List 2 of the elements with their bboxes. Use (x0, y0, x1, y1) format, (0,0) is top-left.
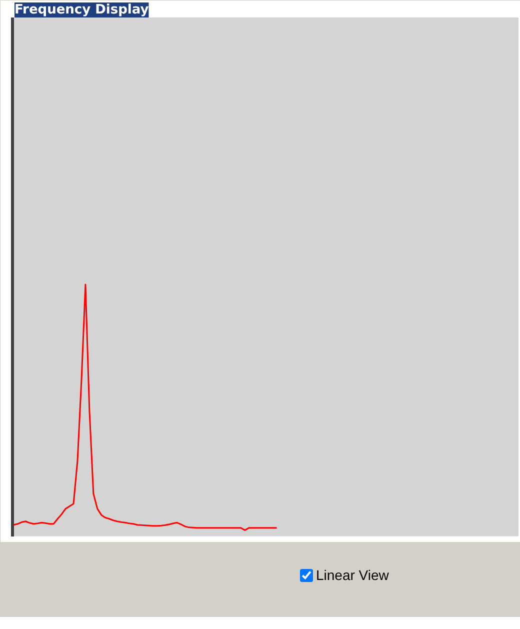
text: Linear View (316, 567, 389, 583)
chart-title: Frequency Display (14, 2, 150, 18)
